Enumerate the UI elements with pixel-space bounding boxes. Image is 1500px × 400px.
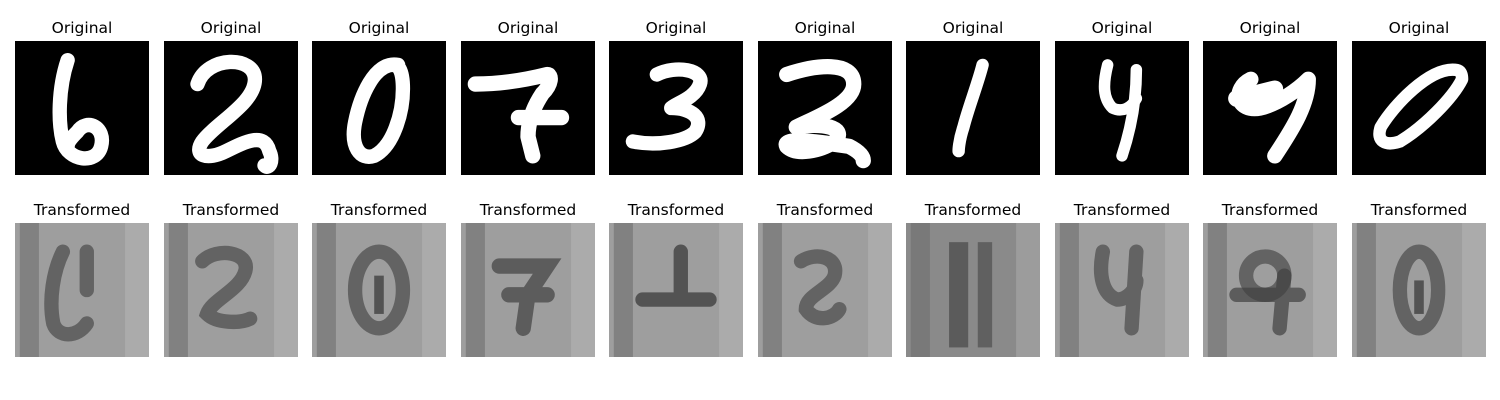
transformed-image	[906, 223, 1040, 357]
digit-image	[1055, 41, 1189, 175]
panel-title: Transformed	[330, 201, 428, 219]
transformed-image	[1352, 223, 1486, 357]
panel-title: Original	[1388, 19, 1450, 37]
panel-title: Original	[942, 19, 1004, 37]
digit-image	[461, 41, 595, 175]
panel-title: Transformed	[182, 201, 280, 219]
panel-title: Transformed	[479, 201, 577, 219]
transformed-image	[312, 223, 446, 357]
transformed-image	[609, 223, 743, 357]
transformed-image	[15, 223, 149, 357]
panel-title: Transformed	[627, 201, 725, 219]
digit-image	[1352, 41, 1486, 175]
transformed-image	[461, 223, 595, 357]
panel-title: Original	[1239, 19, 1301, 37]
panel-title: Transformed	[1221, 201, 1319, 219]
panel-title: Transformed	[924, 201, 1022, 219]
digit-image	[164, 41, 298, 175]
digit-image	[15, 41, 149, 175]
panel-title: Transformed	[33, 201, 131, 219]
panel-title: Original	[1091, 19, 1153, 37]
panel-title: Original	[200, 19, 262, 37]
panel-title: Original	[794, 19, 856, 37]
transformed-image	[758, 223, 892, 357]
panel-title: Original	[51, 19, 113, 37]
panel-title: Transformed	[1370, 201, 1468, 219]
digit-image	[1203, 41, 1337, 175]
panel-title: Original	[497, 19, 559, 37]
panel-title: Original	[348, 19, 410, 37]
panel-title: Transformed	[776, 201, 874, 219]
transformed-image	[1203, 223, 1337, 357]
panel-title: Transformed	[1073, 201, 1171, 219]
transformed-image	[164, 223, 298, 357]
digit-image	[609, 41, 743, 175]
digit-image	[906, 41, 1040, 175]
transformed-image	[1055, 223, 1189, 357]
digit-image	[758, 41, 892, 175]
panel-title: Original	[645, 19, 707, 37]
digit-image	[312, 41, 446, 175]
